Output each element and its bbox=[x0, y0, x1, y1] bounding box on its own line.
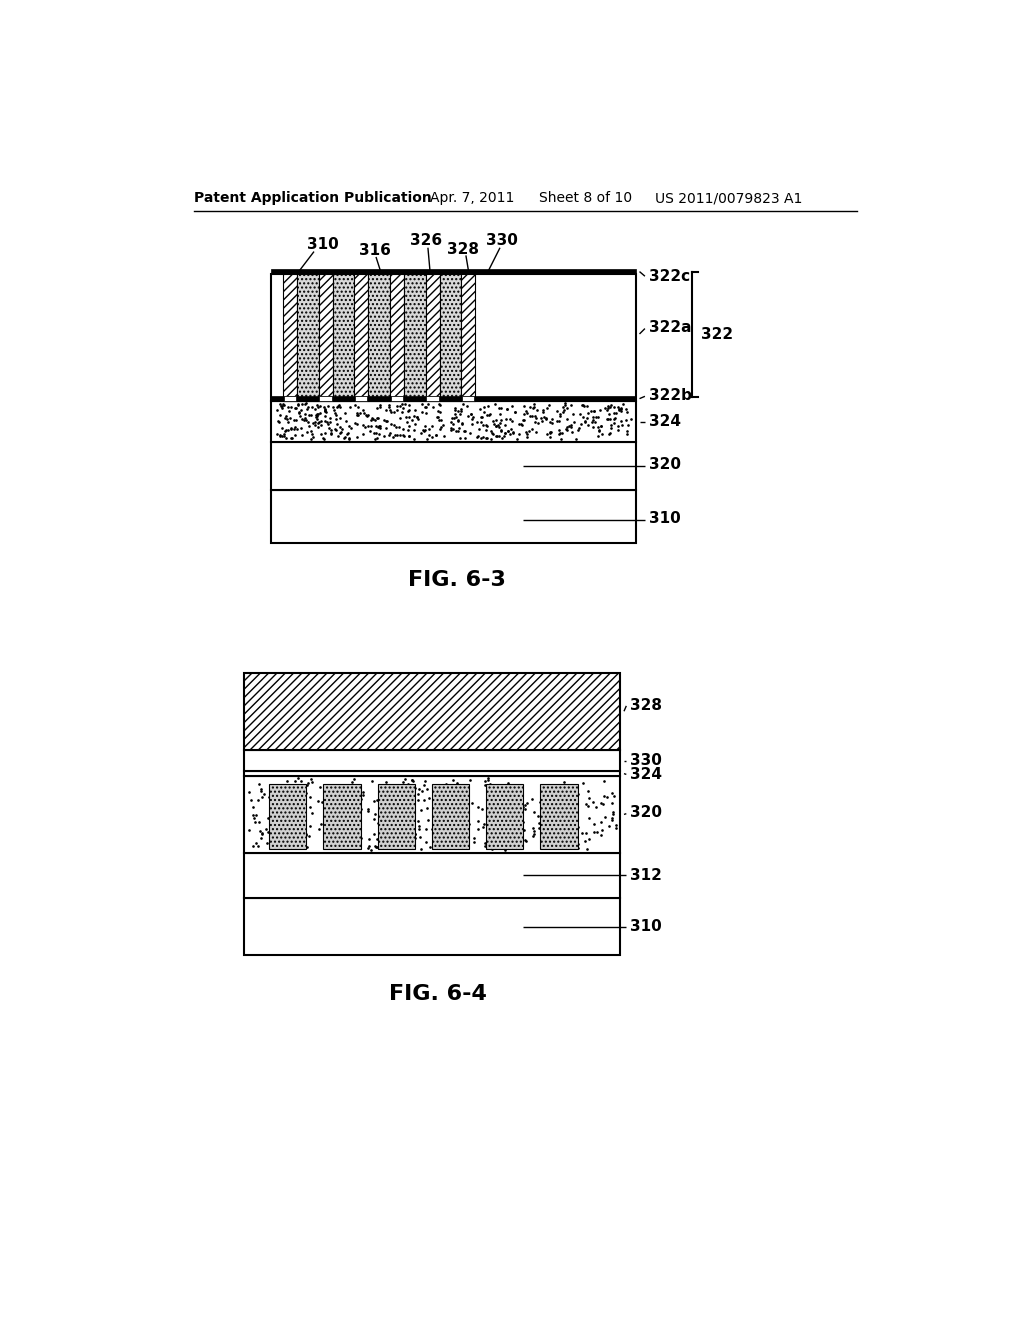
Text: 310: 310 bbox=[649, 511, 681, 527]
Text: Sheet 8 of 10: Sheet 8 of 10 bbox=[539, 191, 632, 206]
Bar bbox=[297, 275, 318, 401]
Bar bbox=[284, 396, 296, 401]
Bar bbox=[369, 275, 390, 401]
Bar bbox=[318, 275, 333, 401]
Text: 330: 330 bbox=[486, 234, 518, 248]
Text: 324: 324 bbox=[630, 767, 663, 781]
Text: 328: 328 bbox=[630, 697, 663, 713]
Text: 324: 324 bbox=[649, 414, 681, 429]
Bar bbox=[439, 275, 461, 401]
Text: 322c: 322c bbox=[649, 269, 690, 284]
Bar bbox=[271, 401, 636, 442]
Bar bbox=[271, 268, 636, 275]
Text: 310: 310 bbox=[630, 919, 662, 935]
Bar bbox=[324, 784, 360, 849]
Text: 328: 328 bbox=[446, 242, 479, 257]
Bar bbox=[390, 275, 403, 401]
Bar bbox=[333, 275, 354, 401]
Text: 330: 330 bbox=[630, 752, 663, 768]
Text: 322a: 322a bbox=[649, 321, 691, 335]
Bar bbox=[432, 784, 469, 849]
Bar bbox=[426, 275, 439, 401]
Bar bbox=[245, 750, 621, 771]
Bar bbox=[271, 396, 636, 401]
Text: FIG. 6-4: FIG. 6-4 bbox=[389, 983, 487, 1003]
Text: FIG. 6-3: FIG. 6-3 bbox=[409, 570, 506, 590]
Text: Patent Application Publication: Patent Application Publication bbox=[194, 191, 432, 206]
Bar bbox=[391, 396, 403, 401]
Text: 310: 310 bbox=[307, 238, 339, 252]
Bar bbox=[426, 396, 438, 401]
Text: 320: 320 bbox=[630, 805, 663, 821]
Bar bbox=[245, 853, 621, 898]
Bar bbox=[271, 275, 636, 401]
Bar bbox=[403, 275, 426, 401]
Text: 322b: 322b bbox=[649, 388, 692, 403]
Bar bbox=[245, 898, 621, 956]
Bar bbox=[355, 396, 368, 401]
Text: 326: 326 bbox=[411, 234, 442, 248]
Bar bbox=[245, 771, 621, 776]
Text: 322: 322 bbox=[701, 327, 733, 342]
Bar bbox=[461, 275, 475, 401]
Bar bbox=[462, 396, 474, 401]
Text: 316: 316 bbox=[358, 243, 390, 259]
Bar bbox=[541, 784, 578, 849]
Text: 320: 320 bbox=[649, 457, 681, 473]
Bar bbox=[245, 673, 621, 750]
Bar bbox=[486, 784, 523, 849]
Text: US 2011/0079823 A1: US 2011/0079823 A1 bbox=[655, 191, 803, 206]
Bar bbox=[319, 396, 332, 401]
Bar bbox=[271, 442, 636, 490]
Bar bbox=[271, 490, 636, 544]
Bar bbox=[354, 275, 369, 401]
Bar bbox=[283, 275, 297, 401]
Bar bbox=[245, 776, 621, 853]
Bar bbox=[269, 784, 306, 849]
Bar bbox=[378, 784, 415, 849]
Text: Apr. 7, 2011: Apr. 7, 2011 bbox=[430, 191, 515, 206]
Text: 312: 312 bbox=[630, 867, 663, 883]
